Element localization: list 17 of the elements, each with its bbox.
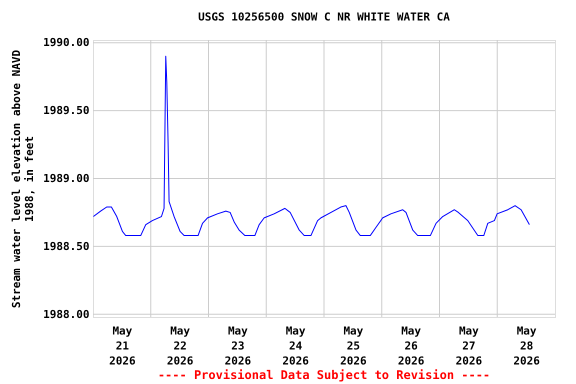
x-tick-label: May 24 2026 <box>282 324 310 368</box>
text: ---- Provisional Data Subject to Revision ---- <box>158 368 490 382</box>
line-series <box>92 56 530 236</box>
y-tick-label: 1988.50 <box>43 240 90 253</box>
y-tick-label: 1990.00 <box>43 36 90 50</box>
x-tick-label: May 23 2026 <box>224 324 252 368</box>
x-tick-label: May 22 2026 <box>166 324 194 368</box>
x-tick-label: May 21 2026 <box>109 324 136 368</box>
y-tick-label: 1988.00 <box>43 308 90 321</box>
x-tick-label: May 25 2026 <box>340 324 367 368</box>
y-tick-label: 1989.50 <box>43 104 90 118</box>
y-tick-label: 1989.00 <box>43 172 90 185</box>
chart-title: USGS 10256500 SNOW C NR WHITE WATER CA <box>198 10 450 24</box>
y-axis-title: Stream water level elevation above NAVD 1988, in feet <box>10 49 36 308</box>
x-tick-label: May 26 2026 <box>398 324 425 368</box>
x-tick-label: May 27 2026 <box>456 324 482 368</box>
x-tick-label: May 28 2026 <box>513 324 540 368</box>
